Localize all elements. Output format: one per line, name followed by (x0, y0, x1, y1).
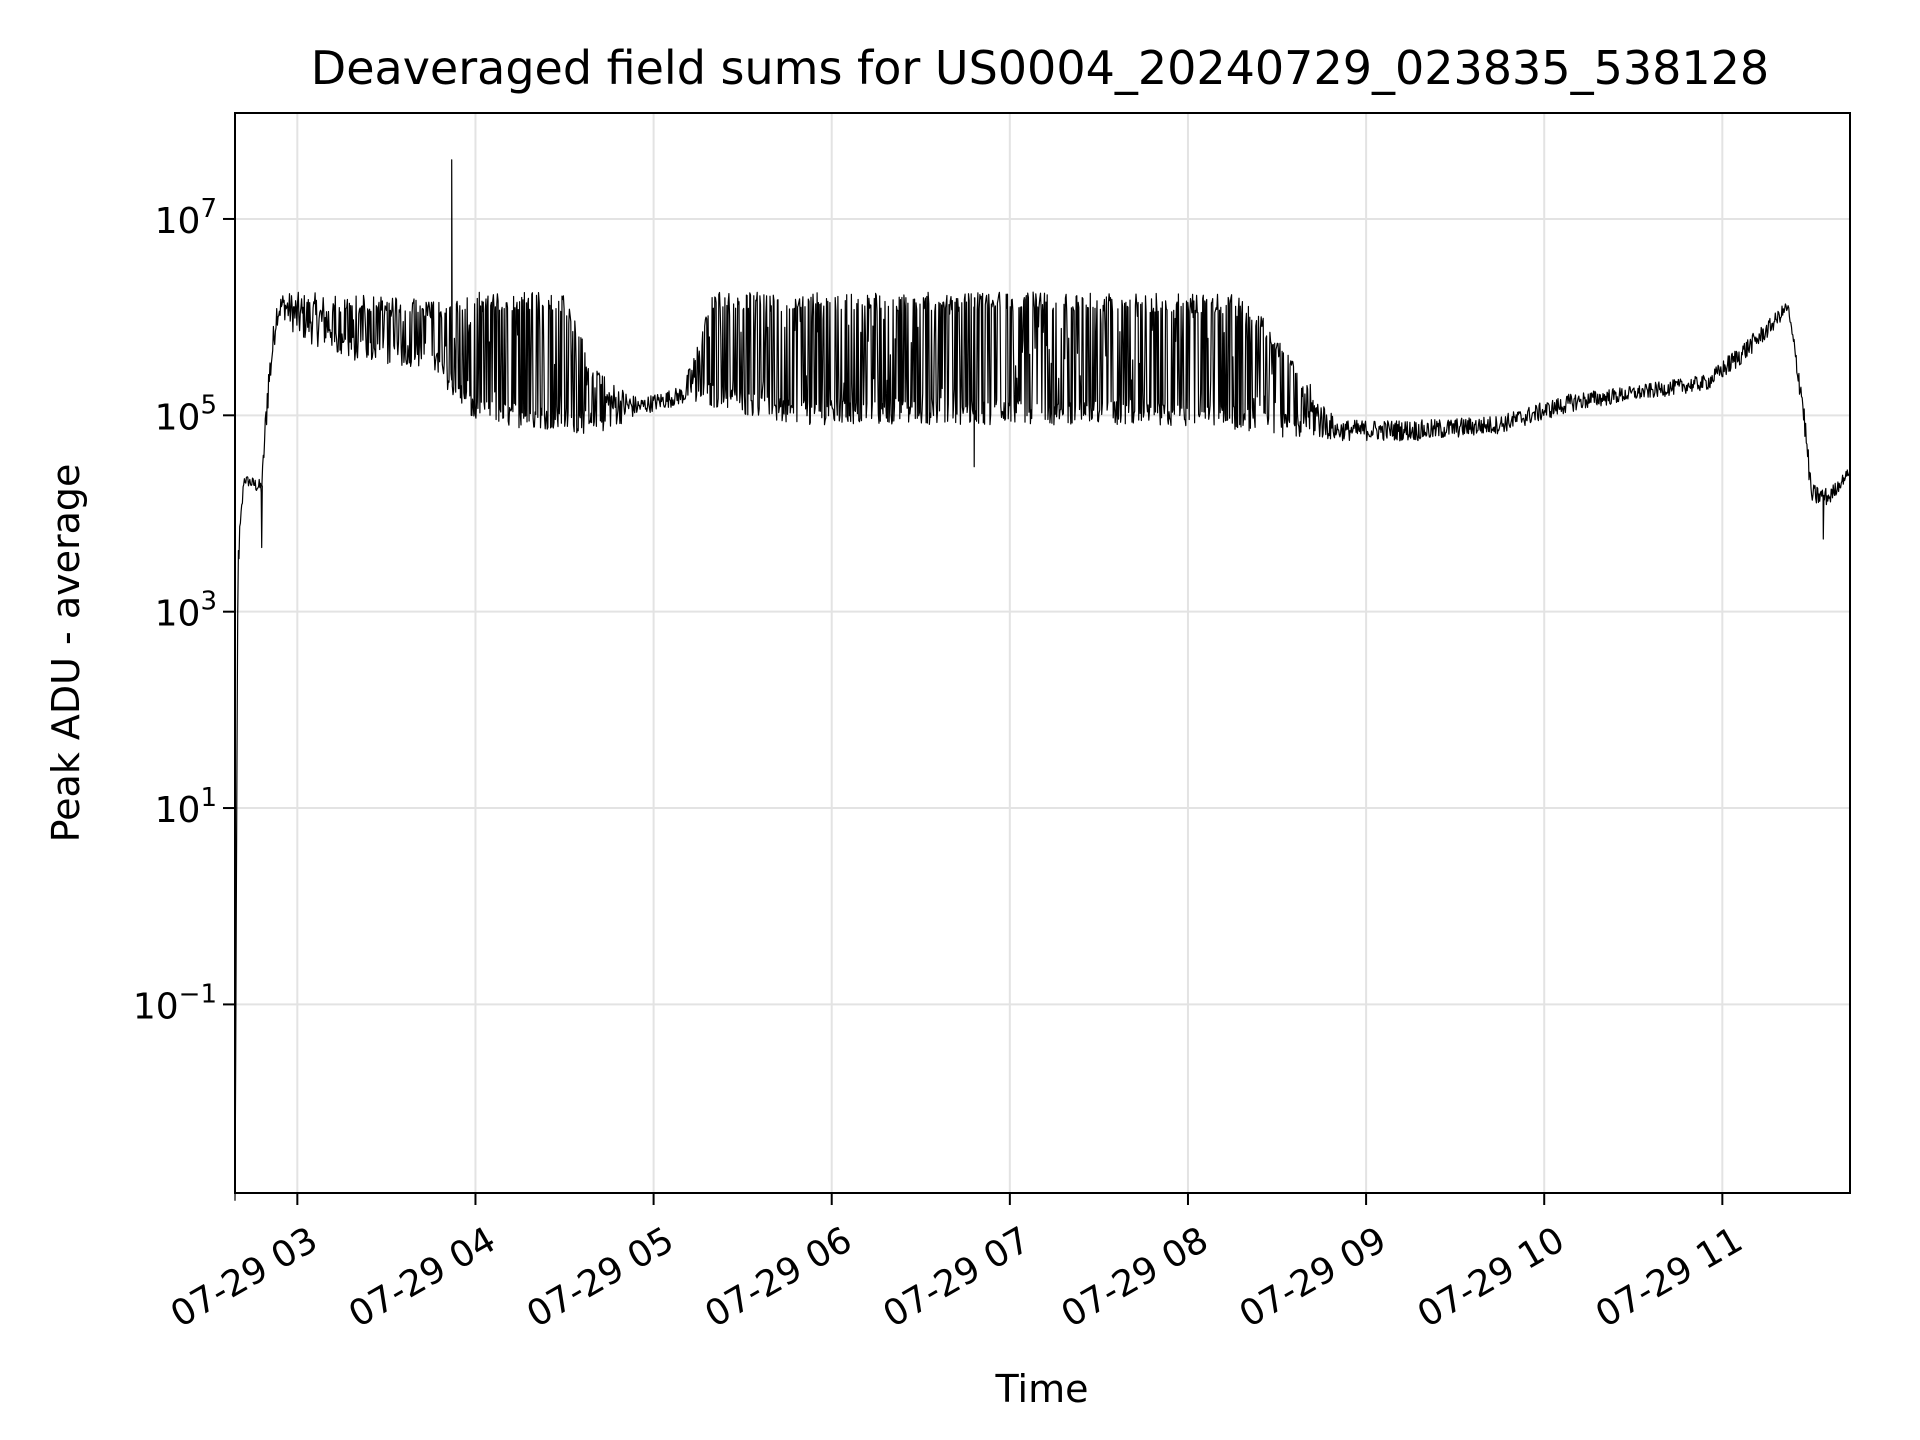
chart-title: Deaveraged field sums for US0004_2024072… (311, 41, 1769, 95)
data-line (234, 159, 1851, 1201)
y-tick-label: 101 (155, 783, 217, 831)
y-tick-label: 103 (155, 587, 217, 635)
x-axis-label: Time (995, 1367, 1089, 1411)
series-line (234, 159, 1851, 1201)
y-axis: 10−1 101 103 105 107 (133, 194, 235, 1027)
y-tick-label: 10−1 (133, 979, 217, 1027)
plot-frame (234, 112, 1851, 1194)
y-tick-label: 107 (155, 194, 217, 242)
y-tick-label: 105 (155, 390, 217, 438)
y-axis-label: Peak ADU - average (44, 464, 88, 843)
grid (235, 113, 1850, 1193)
